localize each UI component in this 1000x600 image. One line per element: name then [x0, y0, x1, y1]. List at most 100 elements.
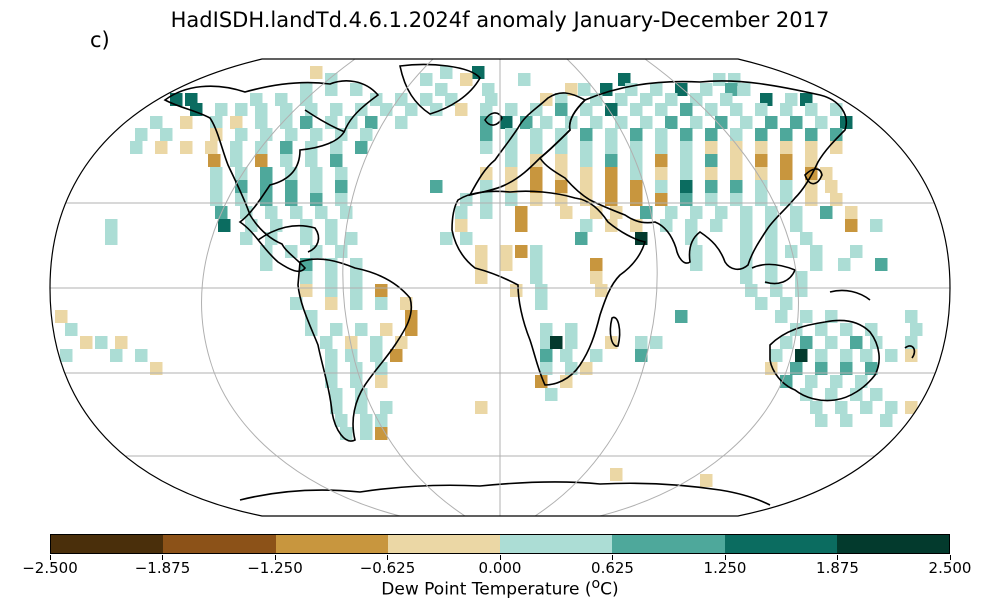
anomaly-cell	[650, 83, 663, 96]
anomaly-cell	[530, 141, 543, 154]
anomaly-cell	[805, 141, 818, 154]
anomaly-cell	[715, 206, 728, 219]
anomaly-cell	[780, 141, 793, 154]
colorbar-tick-label: 1.875	[816, 559, 859, 577]
anomaly-cell	[655, 103, 668, 116]
anomaly-cell	[530, 193, 543, 206]
anomaly-cell	[150, 116, 163, 129]
anomaly-cell	[335, 167, 348, 180]
anomaly-cell	[825, 180, 838, 193]
anomaly-cell	[335, 245, 348, 258]
anomaly-cell	[795, 284, 808, 297]
anomaly-cell	[540, 362, 553, 375]
anomaly-cell	[765, 116, 778, 129]
anomaly-cell	[825, 388, 838, 401]
anomaly-cell	[375, 284, 388, 297]
anomaly-cell	[130, 141, 143, 154]
colorbar-tick-label: −0.625	[359, 559, 416, 577]
anomaly-cell	[535, 284, 548, 297]
anomaly-cell	[460, 232, 473, 245]
anomaly-cell	[635, 349, 648, 362]
anomaly-cell	[780, 103, 793, 116]
anomaly-cell	[590, 271, 603, 284]
anomaly-cell	[728, 73, 741, 86]
anomaly-cell	[505, 167, 518, 180]
anomaly-cell	[475, 245, 488, 258]
anomaly-cell	[325, 284, 338, 297]
anomaly-cell	[805, 154, 818, 167]
anomaly-cell	[455, 206, 468, 219]
anomaly-cell	[400, 297, 413, 310]
colorbar-tick	[724, 555, 726, 560]
anomaly-cell	[420, 73, 433, 86]
anomaly-cell	[780, 128, 793, 141]
anomaly-cell	[355, 141, 368, 154]
anomaly-cell	[300, 271, 313, 284]
anomaly-cell	[875, 258, 888, 271]
anomaly-cell	[680, 167, 693, 180]
anomaly-cell	[800, 336, 813, 349]
anomaly-cell	[630, 141, 643, 154]
anomaly-cell	[545, 388, 558, 401]
anomaly-cell	[285, 245, 298, 258]
anomaly-cell	[655, 141, 668, 154]
anomaly-cell	[635, 336, 648, 349]
anomaly-cell	[640, 116, 653, 129]
anomaly-cell	[455, 103, 468, 116]
anomaly-cell	[355, 401, 368, 414]
anomaly-cell	[230, 154, 243, 167]
anomaly-cell	[780, 297, 793, 310]
anomaly-cell	[170, 93, 183, 106]
anomaly-cell	[775, 310, 788, 323]
anomaly-cell	[605, 154, 618, 167]
anomaly-cell	[310, 66, 323, 79]
anomaly-cell	[110, 349, 123, 362]
anomaly-cell	[580, 167, 593, 180]
anomaly-cell	[180, 116, 193, 129]
anomaly-cell	[845, 219, 858, 232]
anomaly-cell	[710, 219, 723, 232]
anomaly-cell	[665, 93, 678, 106]
anomaly-cell	[280, 141, 293, 154]
anomaly-cell	[285, 193, 298, 206]
anomaly-cell	[835, 401, 848, 414]
anomaly-cell	[690, 206, 703, 219]
anomaly-cell	[105, 219, 118, 232]
anomaly-cell	[205, 141, 218, 154]
anomaly-cell	[360, 427, 373, 440]
anomaly-cell	[580, 219, 593, 232]
anomaly-cell	[730, 193, 743, 206]
anomaly-cell	[55, 310, 68, 323]
anomaly-cell	[395, 93, 408, 106]
anomaly-cell	[590, 206, 603, 219]
anomaly-cell	[815, 362, 828, 375]
anomaly-cell	[880, 414, 893, 427]
colorbar-segment	[387, 535, 500, 553]
anomaly-cell	[305, 154, 318, 167]
anomaly-cell	[618, 73, 631, 86]
anomaly-cell	[595, 284, 608, 297]
anomaly-cell	[150, 362, 163, 375]
anomaly-cell	[730, 180, 743, 193]
colorbar-label-pre: Dew Point Temperature (	[381, 579, 592, 600]
anomaly-cell	[510, 284, 523, 297]
anomaly-cell	[365, 116, 378, 129]
anomaly-cell	[800, 310, 813, 323]
anomaly-cell	[565, 336, 578, 349]
anomaly-cell	[740, 206, 753, 219]
anomaly-cell	[705, 103, 718, 116]
anomaly-cell	[705, 128, 718, 141]
anomaly-cell	[350, 297, 363, 310]
anomaly-cell	[475, 258, 488, 271]
anomaly-cell	[260, 258, 273, 271]
anomaly-cell	[805, 128, 818, 141]
anomaly-cell	[820, 206, 833, 219]
colorbar-segment	[612, 535, 725, 553]
anomaly-cell	[210, 116, 223, 129]
anomaly-cell	[790, 116, 803, 129]
anomaly-cell	[350, 284, 363, 297]
anomaly-cell	[725, 83, 738, 96]
anomaly-cell	[375, 362, 388, 375]
colorbar-segment	[275, 535, 388, 553]
anomaly-cell	[560, 375, 573, 388]
